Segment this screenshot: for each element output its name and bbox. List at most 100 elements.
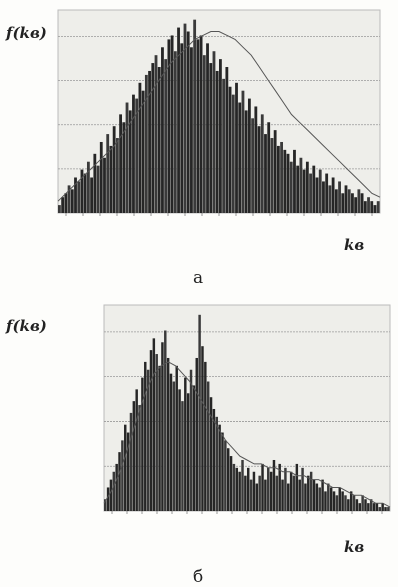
histogram-bar (190, 47, 193, 214)
histogram-bar (124, 424, 127, 511)
histogram-bar (226, 448, 230, 511)
histogram-bar (109, 145, 113, 213)
histogram-bar (178, 389, 181, 511)
histogram-bar (331, 177, 335, 213)
histogram-bar (195, 357, 198, 511)
histogram-bar (186, 393, 190, 511)
histogram-bar (128, 110, 132, 213)
histogram-bar (132, 401, 136, 511)
histogram-bar (152, 338, 156, 511)
histogram-bar (301, 467, 304, 511)
histogram-bar (312, 479, 316, 511)
histogram-bar (241, 459, 244, 511)
fitted-curve (57, 31, 381, 202)
histogram-bar (144, 74, 148, 214)
histogram-bar (338, 487, 341, 511)
histogram-bar (289, 161, 293, 213)
histogram-bar (175, 365, 178, 511)
histogram-bar (367, 197, 370, 213)
histogram-bar (247, 98, 251, 213)
histogram-bar (201, 346, 204, 511)
histogram-bar (83, 173, 87, 213)
histogram-bar (209, 397, 213, 511)
histogram-bar (186, 31, 190, 213)
histogram-bar (364, 499, 367, 511)
histogram-bar (363, 201, 367, 213)
histogram-bar (249, 479, 253, 511)
histogram-bar (369, 499, 373, 511)
histogram-bar (132, 94, 135, 213)
histogram-bar (232, 463, 236, 511)
histogram-bar (344, 185, 348, 213)
histogram-bar (252, 471, 256, 511)
histogram-bar (202, 55, 206, 213)
histogram-bar (164, 330, 167, 511)
histogram-bar (77, 181, 81, 213)
histogram-bar (58, 205, 61, 213)
histogram-bar (177, 27, 180, 213)
fitted-curve (103, 361, 391, 508)
histogram-bar (370, 201, 374, 213)
histogram-bar (267, 467, 270, 511)
histogram-bar (298, 479, 301, 511)
histogram-bar (373, 205, 377, 213)
histogram-bar (218, 424, 221, 511)
histogram-bar (275, 475, 279, 511)
histogram-bar (61, 197, 65, 213)
histogram-bar (372, 503, 376, 511)
histogram-bar (224, 440, 227, 511)
histogram-bar (329, 487, 333, 511)
histogram-bar (355, 499, 359, 511)
histogram-bar (222, 78, 226, 213)
histogram-bar (80, 169, 84, 213)
histogram-bar (154, 55, 158, 213)
histogram-bar (221, 432, 224, 511)
histogram-bar (269, 471, 273, 511)
histogram-bar (122, 122, 126, 213)
histogram-bar (184, 377, 187, 511)
histogram-bar (354, 197, 358, 213)
histogram-bar (204, 361, 207, 511)
histogram-bar (93, 153, 97, 213)
histogram-bar (106, 134, 110, 213)
histogram-bar (361, 495, 364, 511)
histogram-bar (258, 475, 261, 511)
histogram-bar (307, 475, 310, 511)
histogram-bar (305, 161, 309, 213)
histogram-bar (387, 507, 390, 511)
y-axis-label: f(kв) (6, 317, 47, 335)
histogram-bar (281, 479, 284, 511)
histogram-bar (299, 157, 303, 213)
histogram-bar (115, 463, 118, 511)
histogram-bar (199, 35, 203, 214)
histogram-bar (284, 467, 287, 511)
histogram-bar (158, 365, 161, 511)
panel-caption: б (193, 567, 204, 587)
histogram-bar (328, 185, 332, 213)
histogram-bar (264, 134, 267, 213)
histogram-bar (215, 416, 218, 511)
histogram-bar (334, 189, 338, 213)
histogram-bar (219, 59, 222, 213)
histogram-bar (119, 114, 122, 213)
histogram-bar (367, 503, 370, 511)
histogram-bar (341, 491, 344, 511)
histogram-bar (304, 483, 307, 511)
histogram-bar (332, 491, 336, 511)
histogram-bar (264, 479, 267, 511)
histogram-bar (325, 173, 329, 213)
histogram-bar (206, 43, 209, 214)
histogram-bar (167, 39, 171, 213)
histogram-bar (270, 138, 274, 213)
histogram-bar (318, 169, 322, 213)
histogram-chart-b (103, 304, 391, 514)
histogram-bar (99, 141, 103, 213)
histogram-bar (315, 177, 319, 213)
histogram-bar (228, 86, 232, 213)
histogram-bar (251, 118, 255, 213)
histogram-bar (378, 507, 382, 511)
histogram-bar (70, 189, 74, 213)
histogram-bar (287, 483, 290, 511)
histogram-bar (74, 177, 77, 213)
histogram-bar (141, 90, 145, 213)
